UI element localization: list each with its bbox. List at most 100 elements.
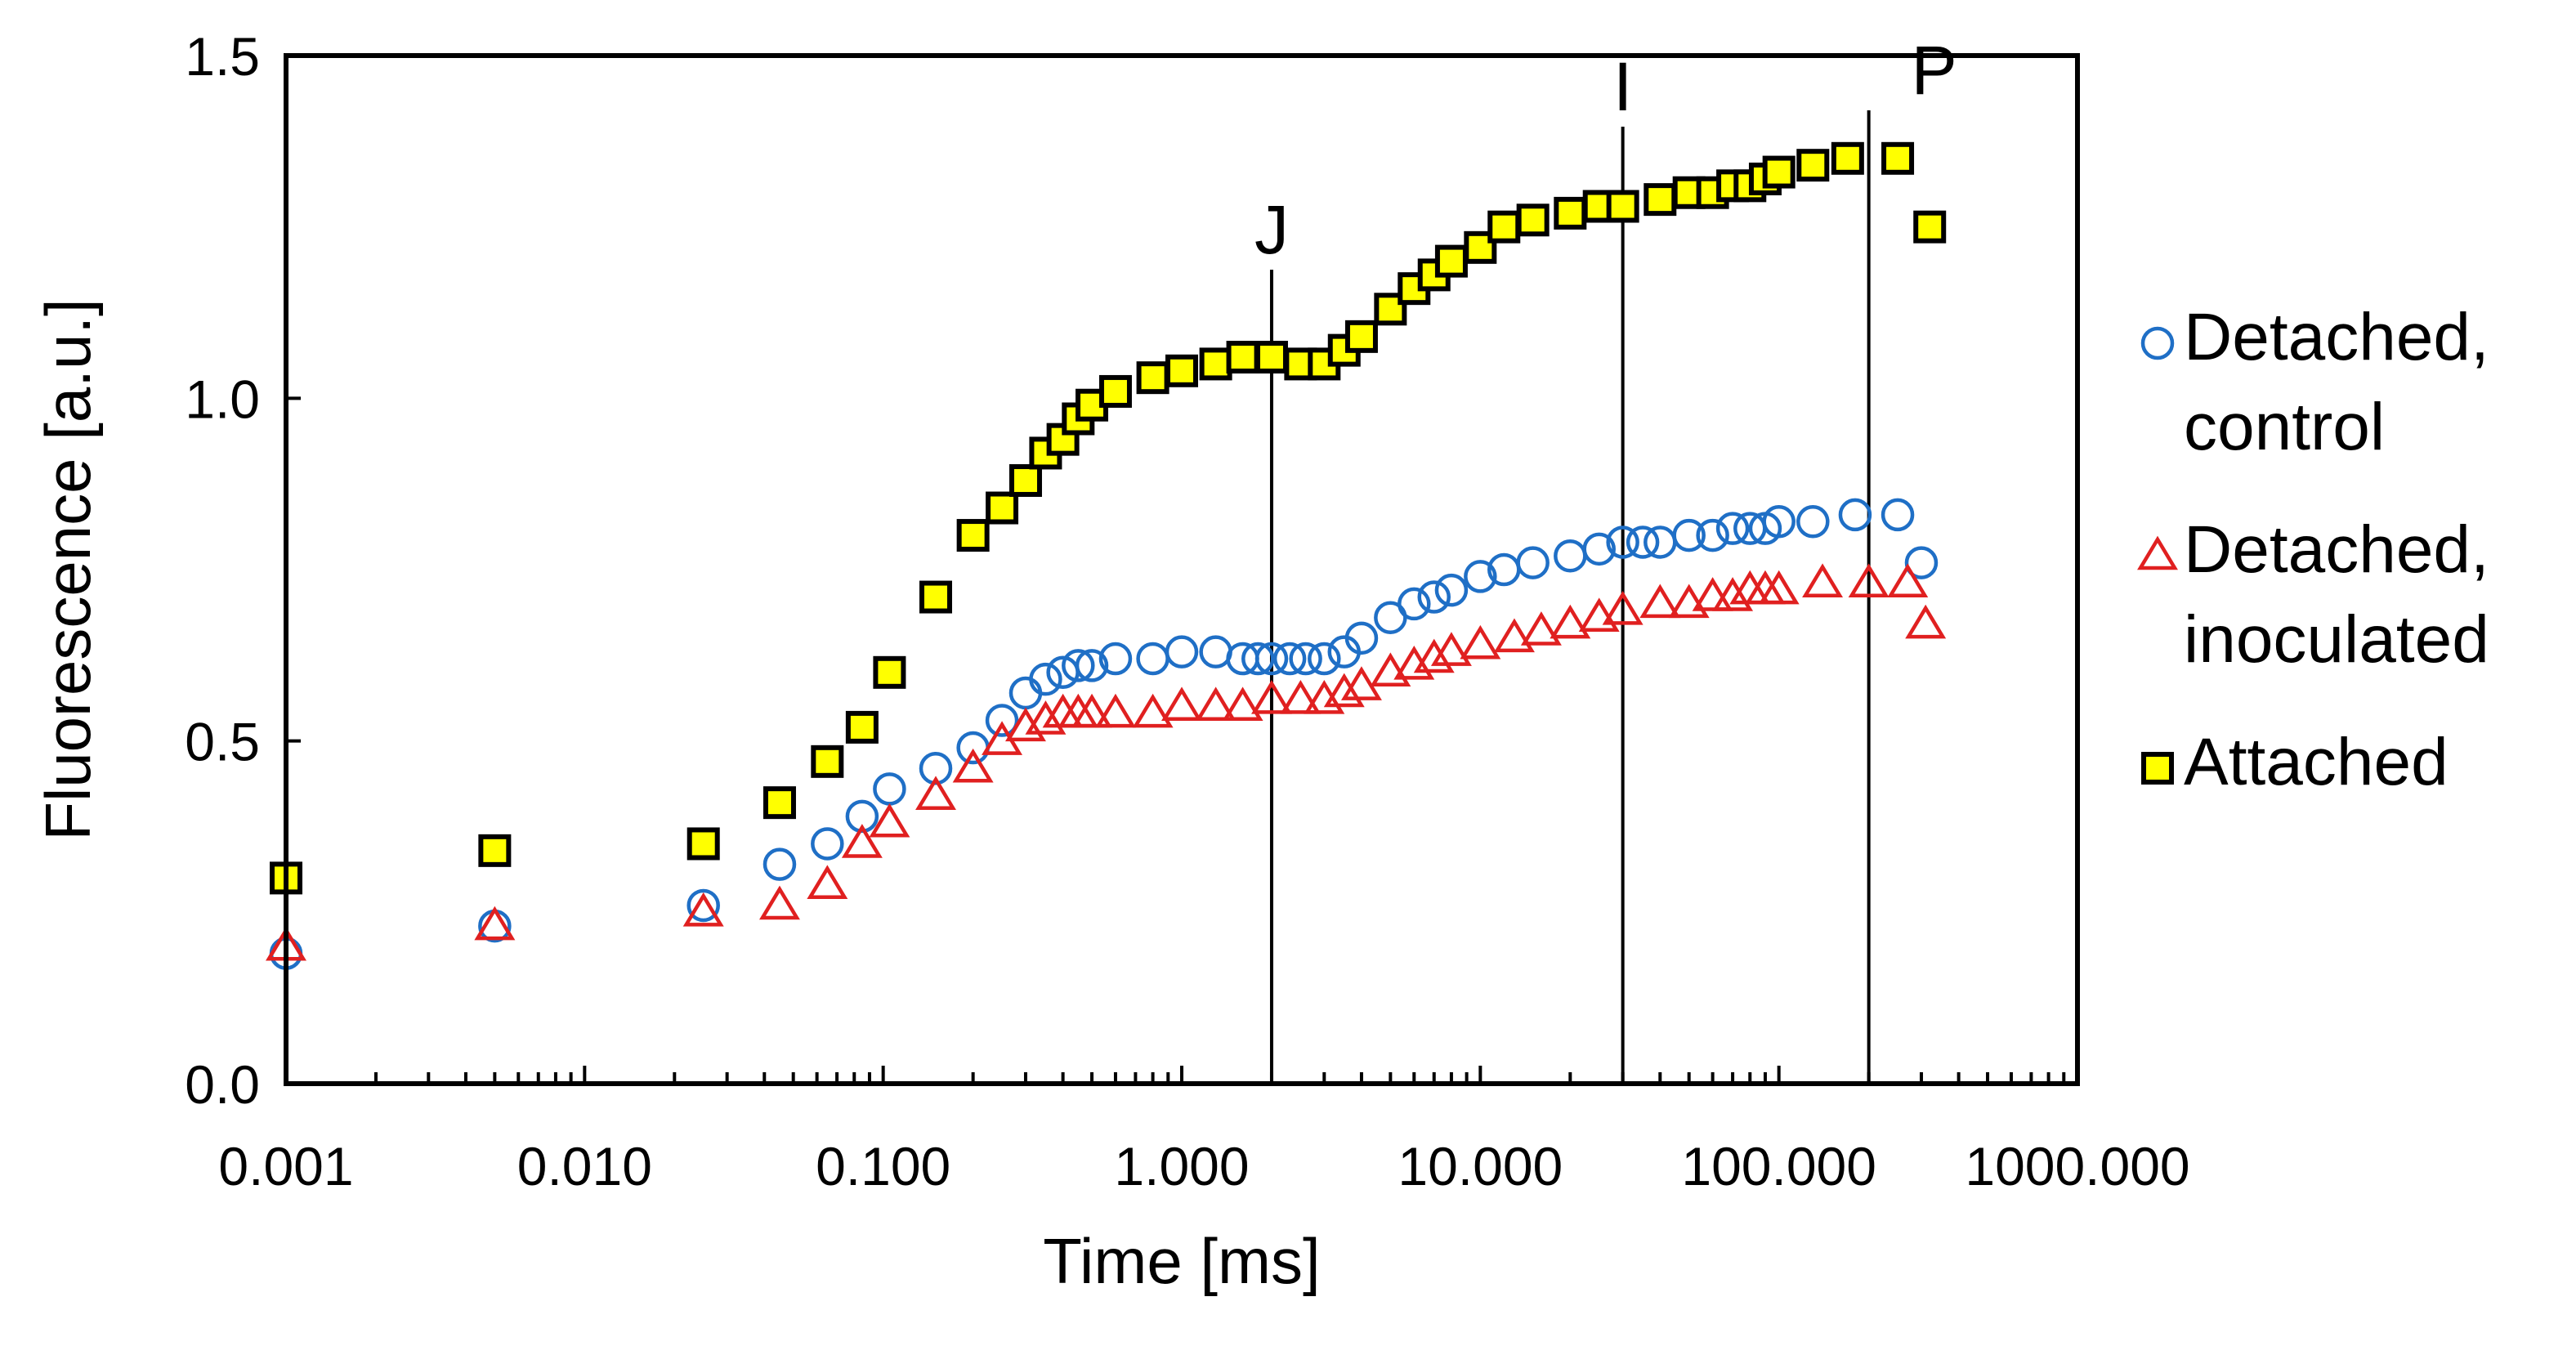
- data-point: [1132, 693, 1174, 728]
- data-point: [811, 827, 844, 861]
- data-point: [474, 906, 516, 941]
- x-tick-label: 0.001: [218, 1136, 353, 1196]
- data-point: [1272, 642, 1307, 676]
- data-point: [1098, 374, 1132, 408]
- data-point: [1672, 518, 1706, 552]
- data-point: [1881, 498, 1915, 532]
- legend-marker: [2141, 752, 2174, 785]
- legend-label: Detached,: [2184, 300, 2489, 374]
- data-point: [1516, 546, 1550, 579]
- data-point: [686, 888, 720, 923]
- data-point: [1831, 141, 1864, 175]
- data-point: [1370, 652, 1411, 687]
- x-tick-label: 1.000: [1114, 1136, 1249, 1196]
- data-point: [869, 803, 910, 838]
- y-tick-label: 0.0: [185, 1054, 260, 1115]
- data-point: [1905, 604, 1947, 639]
- x-axis-ticks: 0.001 0.010 0.100 1.000 10.000 100.000 1000.00…: [218, 1066, 2190, 1196]
- data-point: [1887, 563, 1929, 598]
- data-point: [1848, 563, 1890, 598]
- legend-label: Attached: [2184, 725, 2449, 799]
- data-point: [1520, 611, 1562, 646]
- data-point: [873, 655, 906, 689]
- data-point: [1712, 577, 1754, 611]
- legend-label: Detached,: [2184, 512, 2489, 587]
- data-point: [1136, 642, 1169, 676]
- data-point: [1554, 539, 1587, 573]
- data-point: [1165, 354, 1198, 387]
- data-point: [1094, 693, 1136, 728]
- data-point: [1199, 347, 1232, 381]
- data-point: [1696, 518, 1729, 552]
- data-point: [919, 580, 952, 614]
- data-point: [1582, 532, 1616, 566]
- data-point: [1434, 573, 1469, 607]
- data-point: [1913, 210, 1947, 244]
- legend: Detached, control Detached, inoculated Attac…: [2137, 300, 2489, 799]
- data-point: [1161, 686, 1202, 721]
- data-point: [1165, 635, 1199, 669]
- data-point: [1881, 141, 1915, 175]
- legend-item: Attached: [2141, 725, 2449, 799]
- data-point: [1071, 693, 1112, 728]
- data-point: [1344, 320, 1378, 353]
- data-point: [1323, 673, 1365, 708]
- data-point: [1796, 505, 1830, 539]
- data-point: [1241, 642, 1275, 676]
- data-point: [1796, 149, 1830, 182]
- y-tick-label: 0.5: [185, 712, 260, 772]
- data-point: [1251, 679, 1292, 714]
- series-attached: [270, 141, 1947, 895]
- data-point: [1606, 525, 1639, 559]
- phase-label-p: P: [1912, 32, 1957, 109]
- data-point: [845, 710, 879, 744]
- phase-label-j: J: [1254, 191, 1289, 268]
- data-point: [919, 751, 953, 785]
- data-point: [1464, 560, 1497, 593]
- legend-label: inoculated: [2184, 602, 2489, 677]
- data-point: [1280, 679, 1322, 714]
- data-point: [1692, 577, 1733, 611]
- y-axis-label: Fluorescence [a.u.]: [32, 298, 104, 840]
- data-point: [1289, 642, 1322, 676]
- data-point: [1644, 183, 1677, 217]
- data-point: [1550, 604, 1591, 639]
- data-point: [1758, 570, 1800, 605]
- data-point: [1904, 546, 1939, 579]
- x-axis-label: Time [ms]: [1043, 1225, 1320, 1297]
- data-point: [1802, 563, 1844, 598]
- plot-frame: [284, 53, 2080, 1086]
- legend-item: Detached, control: [2140, 300, 2489, 464]
- legend-marker: [2137, 535, 2178, 570]
- x-tick-label: 10.000: [1398, 1136, 1563, 1196]
- data-point: [1417, 580, 1451, 614]
- legend-marker: [2140, 326, 2175, 360]
- data-point: [763, 847, 797, 881]
- data-point: [1606, 190, 1639, 223]
- data-point: [807, 865, 848, 900]
- y-tick-label: 1.5: [185, 26, 260, 87]
- x-tick-label: 1000.000: [1965, 1136, 2189, 1196]
- data-point: [985, 704, 1019, 737]
- data-point: [1029, 662, 1062, 696]
- data-point: [1578, 597, 1620, 632]
- data-point: [686, 827, 720, 861]
- y-tick-label: 1.0: [185, 369, 260, 429]
- data-point: [1008, 463, 1042, 497]
- data-point: [1199, 635, 1232, 669]
- data-point: [478, 834, 512, 867]
- data-point: [1254, 341, 1288, 374]
- series-layer: [266, 141, 1947, 970]
- data-point: [1222, 686, 1263, 721]
- data-point: [1195, 686, 1237, 721]
- data-point: [845, 799, 879, 834]
- data-point: [1838, 498, 1872, 532]
- legend-item: Detached, inoculated: [2137, 512, 2489, 677]
- data-point: [1430, 632, 1472, 666]
- data-point: [1098, 642, 1133, 676]
- data-point: [1226, 341, 1259, 374]
- data-point: [1668, 584, 1710, 619]
- data-point: [986, 491, 1019, 525]
- series-detached-control: [269, 498, 1939, 970]
